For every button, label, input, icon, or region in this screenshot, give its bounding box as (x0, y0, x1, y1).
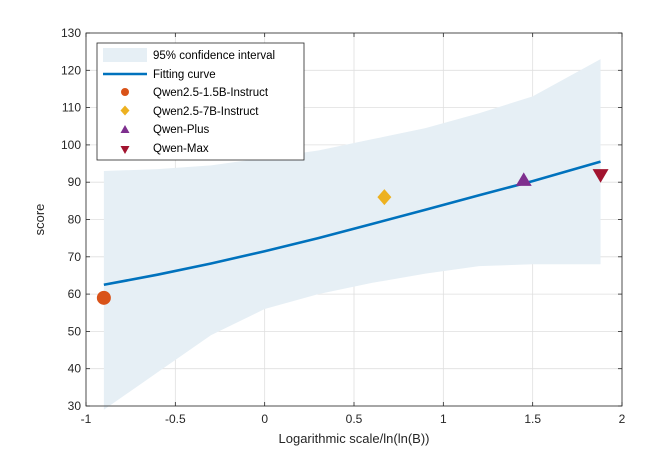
x-tick-label: 2 (619, 412, 626, 426)
legend-label-fit-curve: Fitting curve (153, 69, 216, 81)
data-point-qwen-max (592, 169, 609, 183)
x-tick-label: -1 (81, 412, 92, 426)
legend-label-qwen2-5-7b: Qwen2.5-7B-Instruct (153, 106, 259, 118)
y-tick-label: 50 (68, 324, 82, 338)
y-tick-label: 100 (61, 138, 81, 152)
legend: 95% confidence interval Fitting curve Qw… (96, 42, 305, 161)
data-point-qwen2-5-7b-instruct (377, 189, 392, 206)
x-tick-label: 1 (440, 412, 447, 426)
y-tick-label: 80 (68, 213, 82, 227)
y-tick-label: 60 (68, 287, 82, 301)
legend-box (96, 42, 305, 161)
legend-label-confidence-band: 95% confidence interval (153, 50, 275, 62)
y-tick-label: 70 (68, 250, 82, 264)
legend-label-qwen-max: Qwen-Max (153, 143, 209, 155)
x-tick-label: 0 (261, 412, 268, 426)
legend-label-qwen2-5-1-5b: Qwen2.5-1.5B-Instruct (153, 87, 269, 99)
legend-label-qwen-plus: Qwen-Plus (153, 124, 209, 136)
y-tick-label: 30 (68, 399, 82, 413)
fit-curve-line (103, 160, 601, 287)
x-tick-label: 0.5 (346, 412, 363, 426)
data-points-layer (96, 169, 609, 305)
x-axis-label: Logarithmic scale/ln(ln(B)) (279, 431, 430, 446)
confidence-band-layer (103, 59, 601, 410)
confidence-band (103, 59, 601, 410)
y-axis-label: score (32, 204, 47, 236)
legend-marker-qwen2-5-1-5b (121, 88, 129, 96)
fit-curve-layer (103, 160, 601, 287)
y-tick-label: 90 (68, 175, 82, 189)
legend-marker-qwen2-5-7b (120, 105, 130, 116)
y-tick-label: 120 (61, 63, 81, 77)
x-tick-label: -0.5 (165, 412, 186, 426)
y-tick-label: 130 (61, 26, 81, 40)
x-tick-label: 1.5 (524, 412, 541, 426)
legend-swatch-confidence-band (103, 48, 147, 62)
legend-marker-qwen-max (120, 146, 130, 154)
data-point-qwen2-5-1-5b-instruct (96, 290, 111, 305)
data-point-qwen-plus (515, 172, 532, 186)
ticks-layer: -1 -0.5 0 0.5 1 1.5 2 30 40 50 60 70 80 90 100 110 120 13… (61, 26, 626, 426)
legend-marker-qwen-plus (120, 125, 130, 133)
y-tick-label: 110 (62, 101, 81, 115)
y-tick-label: 40 (68, 362, 82, 376)
